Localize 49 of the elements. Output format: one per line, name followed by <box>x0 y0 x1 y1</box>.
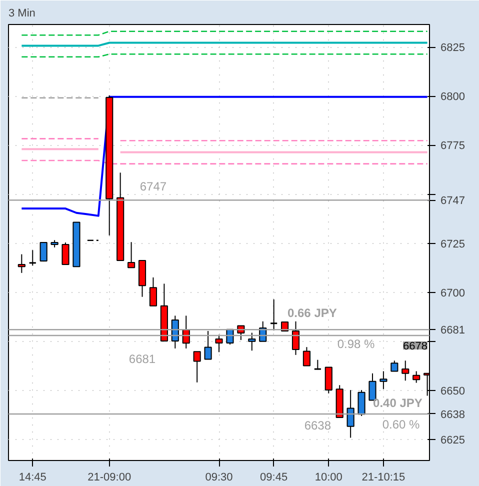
annotation: 6747 <box>140 179 167 194</box>
candlestick <box>302 346 310 366</box>
annotation: 0.40 JPY <box>373 396 422 410</box>
annotation: 0.66 JPY <box>288 306 337 320</box>
candlestick <box>358 390 366 416</box>
y-tick-label: 6775 <box>440 140 465 152</box>
x-tick-label: 10:00 <box>314 472 342 484</box>
candlestick <box>149 276 158 306</box>
candlestick <box>171 315 179 349</box>
y-tick-label: 6625 <box>440 434 465 447</box>
candlestick <box>40 242 48 262</box>
candlestick <box>62 242 70 265</box>
candlestick <box>292 320 300 356</box>
annotation: 0.60 % <box>382 418 420 432</box>
candlestick <box>204 330 212 360</box>
candlestick <box>193 351 201 383</box>
candlestick <box>128 242 136 268</box>
annotation: 6638 <box>304 418 332 433</box>
candlestick <box>412 370 420 384</box>
annotation: 0.98 % <box>337 337 376 352</box>
annotation: 6681 <box>128 352 156 366</box>
candlestick <box>390 360 398 372</box>
y-tick-label: 6800 <box>440 91 465 104</box>
y-tick-label: 6700 <box>440 287 465 300</box>
x-tick-label: 21-09:00 <box>88 472 132 484</box>
candlestick <box>380 370 388 390</box>
candlestick <box>18 254 26 274</box>
ref-line-label: 6681 <box>440 324 465 337</box>
candlestick <box>314 359 322 370</box>
candlestick <box>346 390 354 438</box>
candlestick <box>324 366 332 394</box>
candlestick <box>402 360 410 382</box>
ref-line-label: 6638 <box>440 408 465 421</box>
candlestick <box>28 250 37 266</box>
candlestick <box>226 328 234 346</box>
chart-title: 3 Min <box>8 8 36 20</box>
x-tick-label: 09:30 <box>205 472 233 484</box>
x-tick-label: 14:45 <box>18 472 46 484</box>
candlestick <box>215 334 223 353</box>
y-tick-label: 6725 <box>440 238 465 250</box>
candlestick <box>270 298 278 331</box>
line-series <box>20 96 428 217</box>
candlestick <box>248 332 256 352</box>
ref-line-label: 6678 <box>403 340 428 353</box>
x-tick-label: 21-10:15 <box>362 472 406 484</box>
y-tick-label: 6650 <box>440 385 465 398</box>
x-tick-label: 09:45 <box>260 472 288 484</box>
ref-line-label: 6747 <box>440 195 465 208</box>
y-tick-label: 6825 <box>440 42 465 54</box>
